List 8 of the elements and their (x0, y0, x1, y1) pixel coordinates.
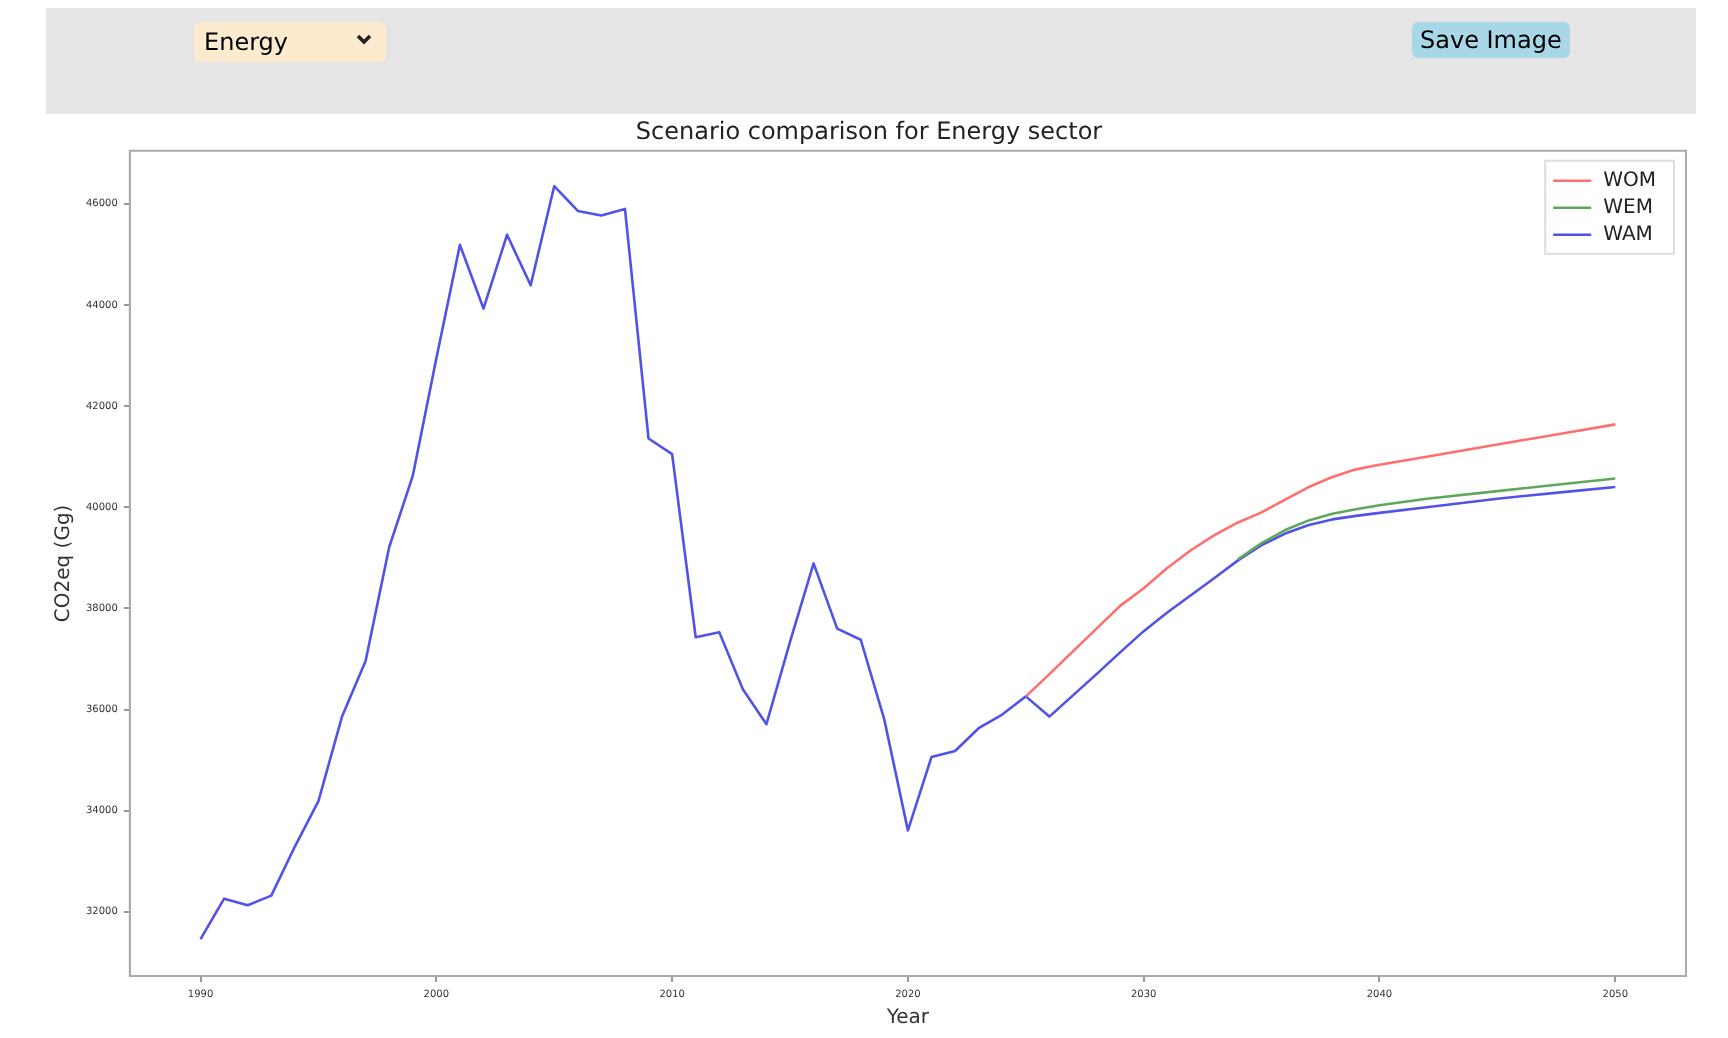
legend-label: WAM (1603, 223, 1653, 246)
text: Energy (194, 22, 386, 62)
legend-label: WOM (1603, 169, 1657, 192)
text: Save Image (1412, 22, 1570, 58)
legend-label: WEM (1603, 196, 1653, 219)
y-axis-title: CO2eq (Gg) (53, 504, 76, 623)
x-axis-title: Year (884, 1007, 931, 1030)
chart-title: Scenario comparison for Energy sector (635, 116, 1103, 145)
